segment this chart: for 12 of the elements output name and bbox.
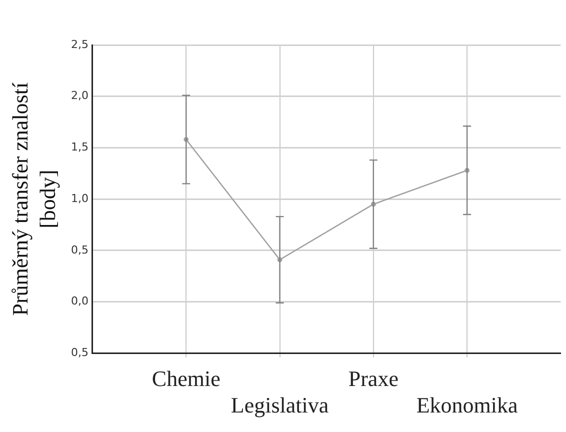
x-tick-label: Chemie [152, 366, 220, 392]
y-tick-label: 2,5 [70, 38, 88, 51]
y-tick-label: 1,5 [70, 140, 88, 154]
x-tick-label: Ekonomika [416, 392, 518, 418]
y-tick-label: 2,0 [70, 89, 88, 102]
x-tick-label: Praxe [348, 366, 398, 392]
y-tick-label: 1,0 [70, 192, 88, 205]
y-tick-label: 0,5 [70, 346, 88, 360]
y-tick-label: 0,5 [70, 243, 88, 256]
x-tick-label: Legislativa [230, 392, 329, 418]
y-axis-title: Průměrný transfer znalostí [body] [8, 82, 60, 316]
y-tick-label: 0,0 [70, 294, 88, 308]
